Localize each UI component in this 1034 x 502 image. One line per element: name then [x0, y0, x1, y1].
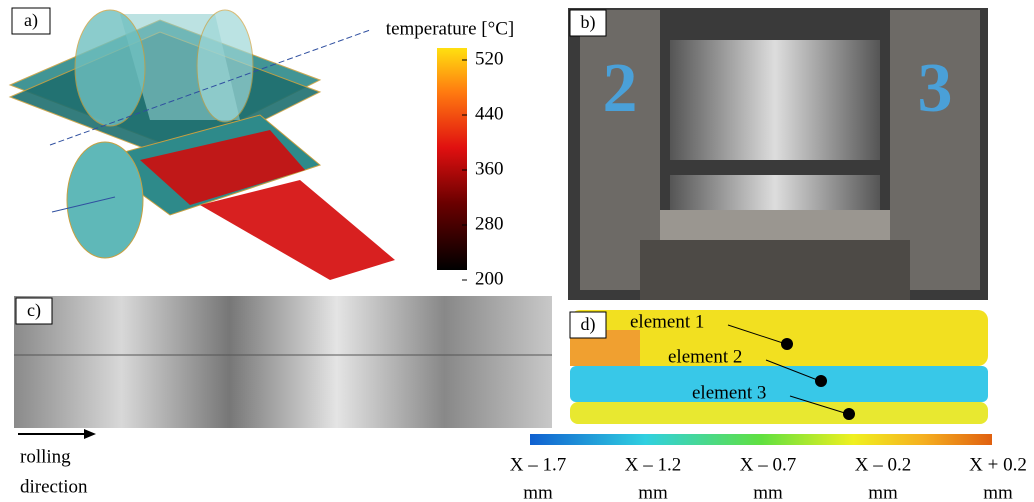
marker: [843, 408, 855, 420]
note: direction: [20, 476, 88, 497]
element-label: element 1: [630, 311, 704, 332]
tick-unit: mm: [983, 482, 1013, 502]
tick-label: 360: [475, 158, 504, 179]
deviation-colorbar: [530, 434, 992, 445]
panel-label: b): [581, 12, 596, 33]
tick-label: X – 0.2: [855, 454, 911, 475]
panel-label-box: [11, 7, 51, 35]
tick-label: X – 1.7: [510, 454, 566, 475]
colorbar-title: temperature [°C]: [386, 18, 514, 39]
sheet-photo: [14, 296, 552, 428]
tick-unit: mm: [523, 482, 553, 502]
panel-label: d): [581, 314, 596, 335]
svg-text:3: 3: [918, 50, 953, 127]
tick-label: X + 0.2: [969, 454, 1027, 475]
panel-label-box: [569, 9, 607, 37]
panel-label: c): [27, 300, 41, 321]
tick-label: 200: [475, 268, 504, 289]
marker: [815, 375, 827, 387]
tick-label: 440: [475, 103, 504, 124]
tick-label: 280: [475, 213, 504, 234]
tick-unit: mm: [753, 482, 783, 502]
marker: [781, 338, 793, 350]
temperature-colorbar: [437, 48, 467, 270]
simulation-drawing: [8, 9, 395, 280]
deviation-map: [570, 310, 988, 424]
panel-label-box: [569, 311, 607, 339]
tick-unit: mm: [638, 482, 668, 502]
tick-label: X – 0.7: [740, 454, 796, 475]
element-label: element 3: [692, 382, 766, 403]
tick-label: 520: [475, 48, 504, 69]
tick-label: X – 1.2: [625, 454, 681, 475]
mill-photo: 2 3: [568, 8, 988, 300]
svg-text:2: 2: [603, 50, 638, 127]
panel-label-box: [15, 297, 53, 325]
panel-label: a): [24, 10, 38, 31]
tick-unit: mm: [868, 482, 898, 502]
arrow-head: [84, 429, 96, 439]
element-label: element 2: [668, 346, 742, 367]
note: rolling: [20, 446, 71, 467]
